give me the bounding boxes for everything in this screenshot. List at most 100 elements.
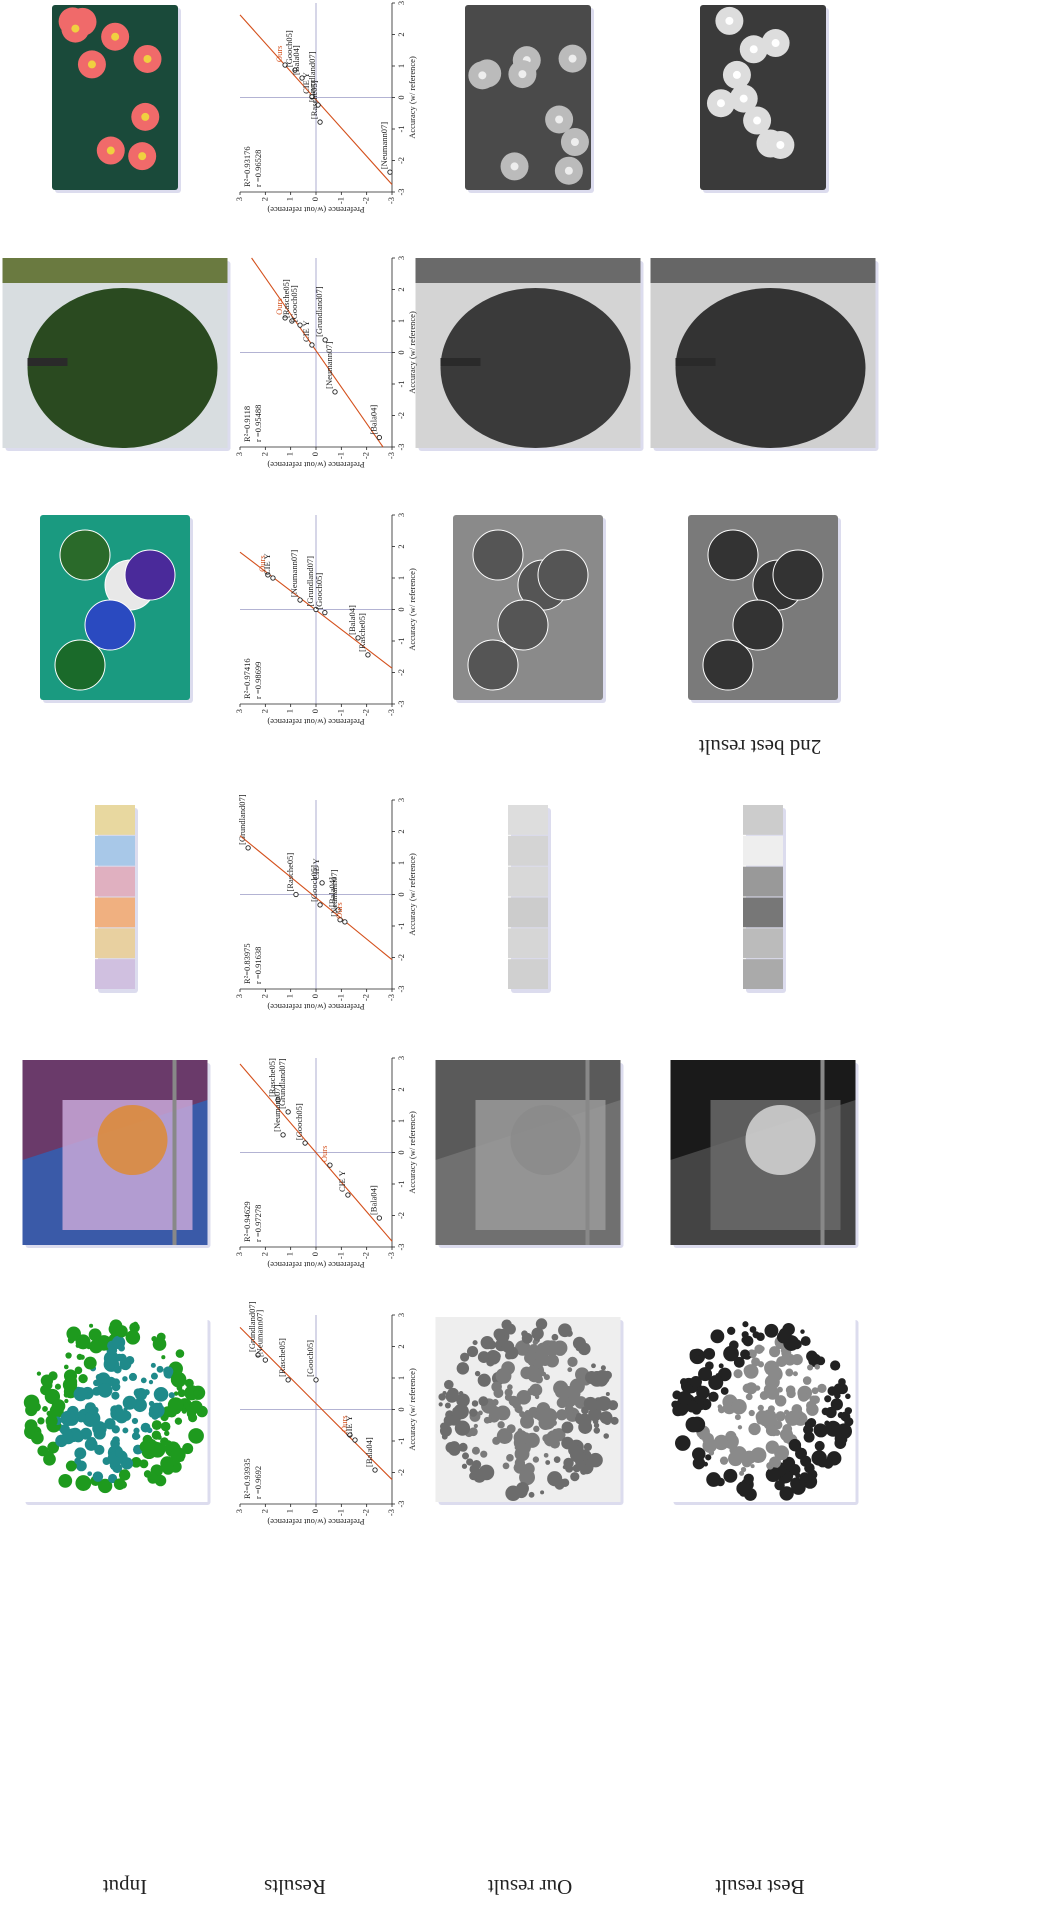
- image-dot: [150, 1372, 158, 1380]
- image-tile: [508, 897, 548, 928]
- x-tick-label: -2: [396, 1212, 406, 1219]
- image-tree: [27, 288, 218, 448]
- image-dot: [458, 1391, 464, 1396]
- y-tick-label: 3: [234, 994, 244, 998]
- point-label: CIE Y: [301, 72, 311, 94]
- image-tile: [508, 959, 548, 989]
- image-dot: [567, 1386, 581, 1401]
- image-dot: [122, 1395, 137, 1410]
- image-dot: [452, 1407, 460, 1415]
- fit-line: [251, 257, 384, 448]
- y-tick-label: -3: [386, 1509, 396, 1516]
- image-tile: [95, 959, 135, 989]
- image-dot: [748, 1349, 756, 1357]
- image-dot: [524, 1410, 531, 1416]
- scatter-plot: -3-3 -2 -2 -1 -1 0 0 1 1 2 2 3 3 Accuracy (w/ referen…: [234, 256, 417, 470]
- image-dot: [690, 1376, 702, 1388]
- x-tick-label: 1: [396, 861, 406, 865]
- data-point: [337, 917, 343, 923]
- image-flower-center: [71, 24, 80, 33]
- image-flower-center: [725, 16, 734, 25]
- image-flower-center: [771, 39, 780, 48]
- image-ball: [59, 529, 111, 581]
- image-dot: [774, 1480, 785, 1491]
- image: [670, 1060, 859, 1248]
- y-tick-label: 2: [259, 1252, 269, 1256]
- image-dot: [740, 1466, 747, 1473]
- image-trunk: [675, 358, 716, 366]
- image-dot: [750, 1464, 755, 1469]
- data-point: [302, 1140, 308, 1146]
- image-dot: [811, 1395, 820, 1405]
- image-dot: [478, 1396, 489, 1407]
- point-label: [Bala04]: [291, 45, 301, 75]
- image-dot: [845, 1393, 851, 1400]
- image-tile: [743, 959, 783, 989]
- image-dot: [438, 1402, 443, 1407]
- image-dot: [98, 1478, 113, 1494]
- data-point: [347, 1432, 353, 1438]
- image-dot: [776, 1356, 787, 1367]
- image-dot: [717, 1404, 723, 1410]
- x-axis-title: Accuracy (w/ reference): [407, 853, 417, 936]
- data-point: [282, 62, 288, 68]
- data-point: [293, 891, 299, 898]
- image-dot: [148, 1400, 155, 1407]
- image-dot: [73, 1387, 88, 1402]
- x-tick-label: 0: [396, 1150, 406, 1154]
- image: [435, 1060, 624, 1248]
- x-tick-label: -2: [396, 157, 406, 164]
- image-dot: [458, 1414, 464, 1420]
- image-dot: [600, 1365, 606, 1371]
- image-dot: [122, 1376, 128, 1382]
- image-dot: [533, 1335, 540, 1341]
- image-dot: [837, 1384, 843, 1390]
- y-axis-title: Preference (w/out reference): [267, 717, 364, 727]
- row-label: Best result: [715, 1875, 804, 1899]
- image-dot: [174, 1417, 183, 1425]
- image-tile: [743, 805, 783, 835]
- image-shape: [585, 1060, 590, 1245]
- image-dot: [527, 1367, 543, 1383]
- x-tick-label: 1: [396, 576, 406, 580]
- x-tick-label: 0: [396, 95, 406, 99]
- image-dot: [193, 1389, 200, 1397]
- image-ball: [472, 529, 524, 581]
- data-point: [319, 880, 325, 886]
- image-dot: [64, 1398, 69, 1404]
- image-tile: [508, 805, 548, 835]
- image-dot: [742, 1335, 754, 1347]
- image: [22, 1060, 211, 1248]
- image-dot: [538, 1319, 547, 1328]
- point-label: [Gooch05]: [309, 865, 319, 902]
- y-axis-title: Preference (w/out reference): [267, 1517, 364, 1527]
- image-dot: [170, 1371, 187, 1388]
- image-dot: [814, 1440, 825, 1451]
- image-dot: [70, 1372, 76, 1378]
- y-tick-label: -2: [361, 994, 371, 1001]
- data-point: [297, 322, 303, 328]
- image-dot: [824, 1395, 832, 1403]
- image-dot: [133, 1427, 140, 1434]
- image-dot: [504, 1388, 513, 1397]
- x-tick-label: 3: [396, 1, 406, 5]
- image-dot: [775, 1411, 786, 1422]
- image-dot: [794, 1409, 804, 1419]
- image-dot: [754, 1385, 761, 1391]
- second-best-label: 2nd best result: [699, 735, 822, 759]
- data-point: [317, 119, 323, 125]
- y-tick-label: 0: [310, 1509, 320, 1513]
- y-tick-label: 1: [285, 1252, 295, 1256]
- image-dot: [520, 1472, 528, 1481]
- image: [52, 5, 181, 193]
- image-dot: [466, 1458, 474, 1466]
- x-axis-title: Accuracy (w/ reference): [407, 311, 417, 394]
- image-ball: [537, 549, 589, 601]
- image-dot: [830, 1360, 841, 1371]
- data-point: [376, 1215, 382, 1221]
- x-tick-label: 2: [396, 544, 406, 548]
- image-dot: [507, 1384, 513, 1390]
- image-dot: [521, 1432, 531, 1442]
- image-dot: [181, 1408, 187, 1414]
